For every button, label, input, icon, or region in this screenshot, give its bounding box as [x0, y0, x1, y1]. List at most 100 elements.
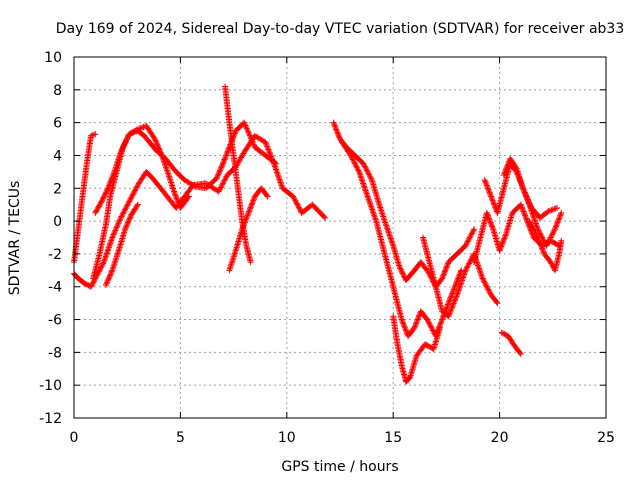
data-point — [216, 187, 223, 194]
data-point — [221, 156, 228, 163]
data-point — [483, 182, 490, 189]
data-point — [127, 214, 134, 221]
data-point — [491, 201, 498, 208]
y-tick-label: -10 — [39, 378, 62, 394]
data-point — [370, 210, 377, 217]
data-point — [105, 275, 112, 282]
data-point — [106, 274, 113, 281]
data-point — [483, 283, 490, 290]
data-point — [322, 214, 329, 221]
data-point — [484, 212, 491, 219]
data-point — [296, 205, 303, 212]
data-point — [113, 224, 120, 231]
data-point — [120, 143, 127, 150]
data-point — [134, 126, 141, 133]
y-tick-label: 10 — [44, 50, 62, 66]
data-point — [464, 263, 471, 270]
data-point — [107, 238, 114, 245]
data-point — [450, 300, 457, 307]
data-point — [448, 293, 455, 300]
data-point — [273, 160, 280, 167]
data-point — [484, 183, 491, 190]
data-point — [217, 167, 224, 174]
data-point — [88, 282, 95, 289]
data-point — [548, 207, 555, 214]
data-point — [487, 192, 494, 199]
data-point — [528, 222, 535, 229]
data-point — [371, 212, 378, 219]
data-point — [466, 234, 473, 241]
data-point — [126, 215, 133, 222]
data-point — [546, 237, 553, 244]
y-tick-label: 6 — [53, 116, 62, 132]
data-point — [101, 191, 108, 198]
x-tick-label: 15 — [384, 430, 402, 446]
y-tick-label: -2 — [48, 247, 62, 263]
data-point — [497, 246, 504, 253]
data-point — [498, 243, 505, 250]
data-point — [354, 166, 361, 173]
data-point — [476, 265, 483, 272]
data-point — [500, 238, 507, 245]
data-point — [361, 162, 368, 169]
data-point — [543, 242, 550, 249]
data-point — [97, 199, 104, 206]
data-point — [242, 218, 249, 225]
data-point — [475, 262, 482, 269]
data-point — [97, 200, 104, 207]
data-point — [294, 201, 301, 208]
data-point — [84, 281, 91, 288]
data-point — [108, 270, 115, 277]
data-point — [536, 238, 543, 245]
data-point — [265, 146, 272, 153]
data-point — [525, 197, 532, 204]
data-point — [99, 261, 106, 268]
data-point — [118, 213, 125, 220]
data-point — [452, 282, 459, 289]
data-point — [553, 222, 560, 229]
data-point — [127, 197, 134, 204]
data-point — [93, 207, 100, 214]
data-point — [248, 137, 255, 144]
data-point — [521, 209, 528, 216]
data-point — [360, 160, 367, 167]
data-point — [240, 223, 247, 230]
data-point — [105, 276, 112, 283]
data-point — [557, 211, 564, 218]
data-point — [448, 304, 455, 311]
data-point — [366, 199, 373, 206]
data-point — [523, 193, 530, 200]
data-point — [356, 168, 363, 175]
data-point — [558, 237, 565, 244]
data-point — [366, 171, 373, 178]
data-point — [530, 226, 537, 233]
data-point — [363, 190, 370, 197]
data-point — [539, 246, 546, 253]
data-point — [219, 181, 226, 188]
data-point — [481, 279, 488, 286]
data-point — [367, 202, 374, 209]
data-point — [489, 197, 496, 204]
data-point — [452, 294, 459, 301]
data-point — [464, 238, 471, 245]
data-point — [277, 178, 284, 185]
data-point — [362, 186, 369, 193]
data-point — [110, 231, 117, 238]
data-point — [105, 246, 112, 253]
data-point — [97, 264, 104, 271]
data-point — [443, 264, 450, 271]
data-point — [185, 193, 192, 200]
data-point — [215, 170, 222, 177]
data-point — [499, 240, 506, 247]
data-point — [109, 174, 116, 181]
data-point — [263, 142, 270, 149]
data-point — [387, 235, 394, 242]
data-point — [483, 282, 490, 289]
data-point — [95, 268, 102, 275]
data-point — [522, 212, 529, 219]
data-point — [334, 129, 341, 136]
data-point — [445, 313, 452, 320]
data-point — [533, 231, 540, 238]
data-point — [349, 155, 356, 162]
data-point — [213, 175, 220, 182]
